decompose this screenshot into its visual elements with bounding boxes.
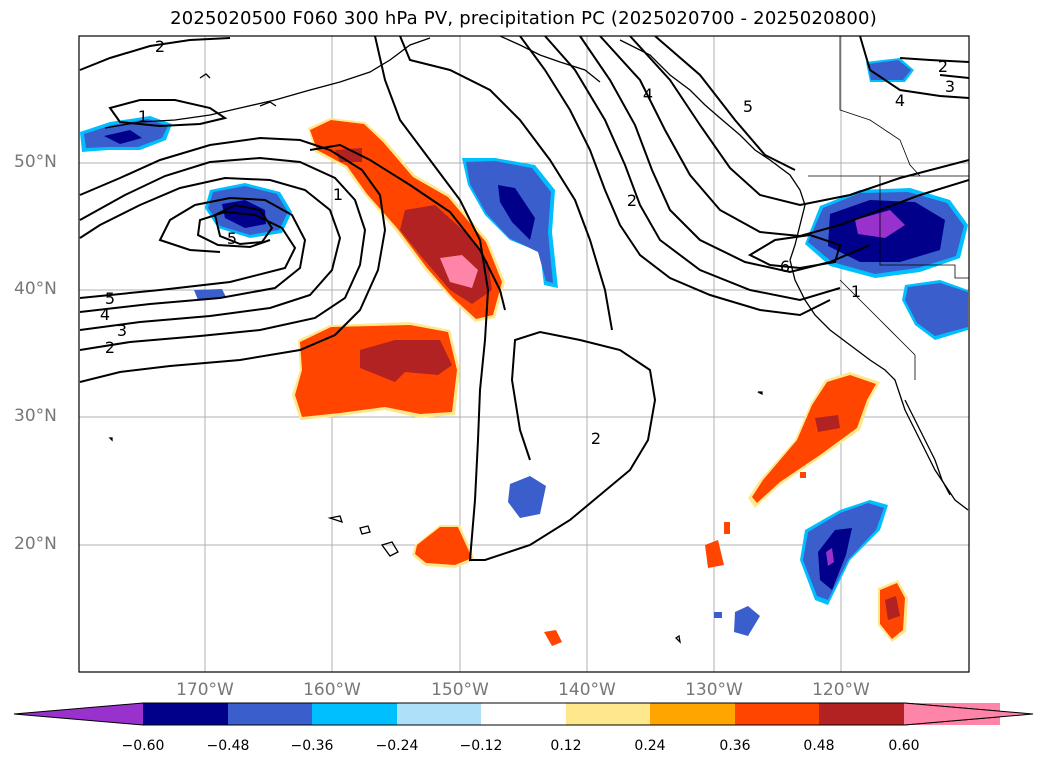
colorbar-segment — [397, 703, 481, 725]
colorbar-segment — [312, 703, 397, 725]
lat-label-50n: 50°N — [14, 152, 57, 172]
contour-label: 5 — [227, 229, 237, 248]
contour-label: 3 — [945, 77, 955, 96]
contour-label: 5 — [105, 289, 115, 308]
lon-label-140w: 140°W — [558, 680, 616, 700]
colorbar-tick-label: −0.60 — [121, 738, 165, 754]
coastlines — [104, 36, 969, 644]
contour-label: 2 — [591, 429, 601, 448]
lat-label-30n: 30°N — [14, 406, 57, 426]
colorbar-tick-label: 0.24 — [634, 738, 666, 754]
lat-label-40n: 40°N — [14, 279, 57, 299]
lon-label-160w: 160°W — [303, 680, 361, 700]
borders — [808, 36, 969, 380]
contour-label: 2 — [155, 37, 165, 56]
contour-label: 1 — [851, 282, 861, 301]
contour-label: 3 — [117, 321, 127, 340]
contour-label: 2 — [938, 57, 948, 76]
pv-contours — [79, 36, 969, 561]
colorbar-tick-label: −0.24 — [375, 738, 419, 754]
contour-label: 1 — [333, 185, 343, 204]
colorbar-segment — [650, 703, 735, 725]
colorbar-segment — [481, 703, 566, 725]
colorbar-tick-label: −0.36 — [290, 738, 334, 754]
contour-label: 5 — [743, 97, 753, 116]
colorbar-tick-label: −0.48 — [206, 738, 250, 754]
colorbar-tick-label: −0.12 — [459, 738, 503, 754]
pv-contour-labels: 2 1 5 1 5 4 3 2 4 5 2 2 3 4 6 1 2 — [100, 37, 955, 448]
lat-label-20n: 20°N — [14, 534, 57, 554]
colorbar-segment — [143, 703, 228, 725]
contour-label: 6 — [780, 257, 790, 276]
lon-label-120w: 120°W — [812, 680, 870, 700]
colorbar-segment — [228, 703, 312, 725]
colorbar — [13, 700, 1047, 730]
contour-label: 2 — [627, 191, 637, 210]
colorbar-tick-label: 0.36 — [719, 738, 751, 754]
lon-label-170w: 170°W — [176, 680, 234, 700]
colorbar-tick-label: 0.12 — [550, 738, 582, 754]
colorbar-tick-label: 0.48 — [803, 738, 835, 754]
contour-label: 2 — [105, 338, 115, 357]
contour-label: 4 — [895, 91, 905, 110]
map-title: 2025020500 F060 300 hPa PV, precipitatio… — [170, 8, 877, 29]
lon-label-150w: 150°W — [431, 680, 489, 700]
contour-label: 4 — [643, 85, 653, 104]
colorbar-segment — [566, 703, 650, 725]
colorbar-extend-low — [14, 703, 143, 725]
colorbar-segment — [819, 703, 904, 725]
colorbar-tick-label: 0.60 — [888, 738, 920, 754]
positive-precip-regions — [292, 118, 908, 646]
map-frame — [78, 35, 970, 673]
contour-label: 4 — [100, 305, 110, 324]
colorbar-segment — [735, 703, 819, 725]
lon-label-130w: 130°W — [685, 680, 743, 700]
contour-label: 1 — [138, 107, 148, 126]
